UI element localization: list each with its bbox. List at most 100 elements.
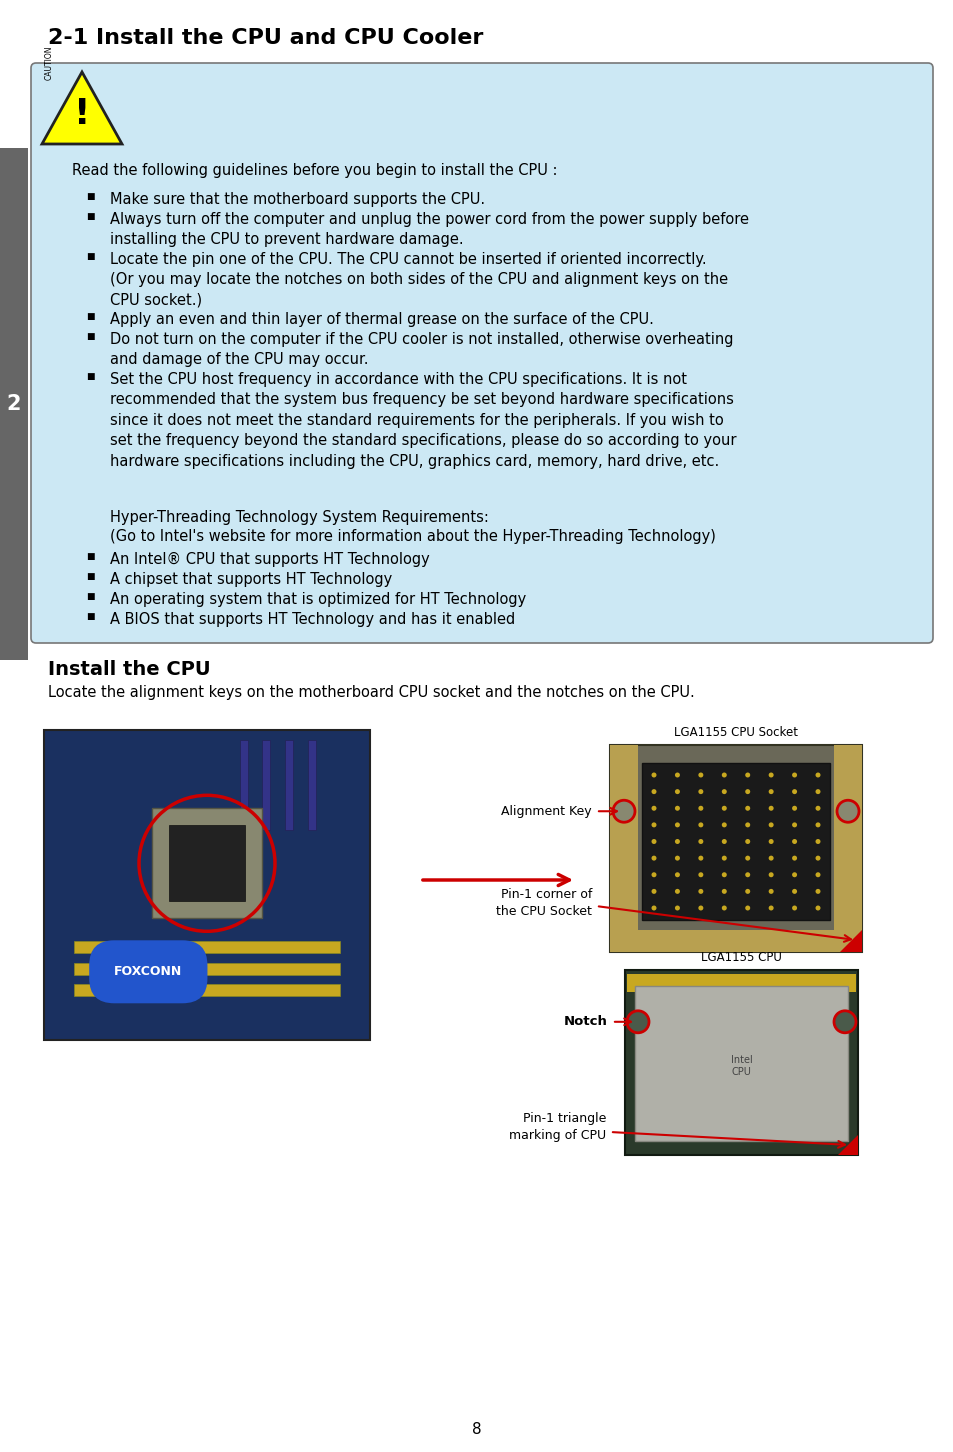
Circle shape (815, 839, 820, 844)
Circle shape (698, 772, 702, 777)
Circle shape (651, 822, 656, 828)
Circle shape (744, 839, 749, 844)
Text: Make sure that the motherboard supports the CPU.: Make sure that the motherboard supports … (110, 192, 485, 208)
Circle shape (698, 822, 702, 828)
Bar (169, 825, 245, 902)
Circle shape (698, 788, 702, 794)
Circle shape (791, 822, 797, 828)
Circle shape (674, 889, 679, 894)
Circle shape (744, 906, 749, 910)
Circle shape (651, 889, 656, 894)
Circle shape (768, 806, 773, 810)
Circle shape (768, 906, 773, 910)
Circle shape (674, 788, 679, 794)
Circle shape (768, 822, 773, 828)
Bar (609, 745, 638, 953)
Text: ■: ■ (86, 372, 94, 380)
Text: Intel
CPU: Intel CPU (730, 1056, 752, 1077)
Text: ■: ■ (86, 611, 94, 621)
Circle shape (791, 839, 797, 844)
Circle shape (744, 855, 749, 861)
Bar (44, 730, 370, 1040)
Bar (641, 762, 829, 921)
Text: Locate the pin one of the CPU. The CPU cannot be inserted if oriented incorrectl: Locate the pin one of the CPU. The CPU c… (110, 253, 727, 308)
Bar (262, 741, 270, 831)
Text: ■: ■ (86, 253, 94, 261)
Circle shape (698, 873, 702, 877)
Circle shape (768, 772, 773, 777)
Circle shape (768, 855, 773, 861)
Text: A BIOS that supports HT Technology and has it enabled: A BIOS that supports HT Technology and h… (110, 611, 515, 627)
Circle shape (791, 906, 797, 910)
Circle shape (744, 806, 749, 810)
Bar (74, 984, 339, 996)
Circle shape (674, 873, 679, 877)
Bar (635, 986, 847, 1141)
Circle shape (815, 822, 820, 828)
Circle shape (833, 1011, 855, 1032)
Text: ■: ■ (86, 333, 94, 341)
Circle shape (836, 800, 858, 822)
Bar (74, 963, 339, 974)
Circle shape (744, 788, 749, 794)
Text: 2-1 Install the CPU and CPU Cooler: 2-1 Install the CPU and CPU Cooler (48, 28, 483, 48)
Circle shape (815, 806, 820, 810)
Text: 8: 8 (472, 1423, 481, 1437)
Circle shape (651, 906, 656, 910)
Text: LGA1155 CPU Socket: LGA1155 CPU Socket (673, 726, 797, 739)
Bar (239, 741, 248, 831)
Bar (152, 809, 262, 918)
Text: Pin-1 corner of
the CPU Socket: Pin-1 corner of the CPU Socket (496, 889, 592, 918)
Text: A chipset that supports HT Technology: A chipset that supports HT Technology (110, 572, 392, 587)
Bar (609, 745, 862, 953)
Circle shape (744, 873, 749, 877)
Text: An Intel® CPU that supports HT Technology: An Intel® CPU that supports HT Technolog… (110, 552, 429, 568)
Circle shape (791, 873, 797, 877)
Text: ■: ■ (86, 312, 94, 321)
Circle shape (651, 788, 656, 794)
Circle shape (651, 772, 656, 777)
Circle shape (768, 889, 773, 894)
Circle shape (815, 772, 820, 777)
Circle shape (721, 772, 726, 777)
Circle shape (744, 772, 749, 777)
Circle shape (613, 800, 635, 822)
Text: !: ! (73, 97, 91, 131)
Bar (0, 148, 28, 661)
Circle shape (674, 855, 679, 861)
Text: Hyper-Threading Technology System Requirements:: Hyper-Threading Technology System Requir… (110, 510, 488, 526)
Circle shape (674, 822, 679, 828)
Text: Locate the alignment keys on the motherboard CPU socket and the notches on the C: Locate the alignment keys on the motherb… (48, 685, 694, 700)
Bar (609, 929, 862, 953)
Text: An operating system that is optimized for HT Technology: An operating system that is optimized fo… (110, 592, 526, 607)
Bar (626, 974, 855, 992)
Circle shape (791, 889, 797, 894)
Circle shape (791, 788, 797, 794)
Circle shape (721, 906, 726, 910)
Circle shape (744, 822, 749, 828)
Circle shape (651, 839, 656, 844)
Circle shape (815, 889, 820, 894)
Circle shape (651, 873, 656, 877)
Text: ■: ■ (86, 572, 94, 581)
Circle shape (698, 889, 702, 894)
Circle shape (721, 839, 726, 844)
Circle shape (721, 806, 726, 810)
Text: CAUTION: CAUTION (45, 45, 54, 80)
Circle shape (698, 906, 702, 910)
Circle shape (721, 873, 726, 877)
Text: FOXCONN: FOXCONN (114, 966, 182, 979)
Text: ■: ■ (86, 212, 94, 221)
Circle shape (698, 839, 702, 844)
Circle shape (768, 873, 773, 877)
Bar (624, 970, 857, 1154)
Circle shape (744, 889, 749, 894)
Circle shape (815, 788, 820, 794)
Circle shape (674, 906, 679, 910)
Text: Read the following guidelines before you begin to install the CPU :: Read the following guidelines before you… (71, 163, 557, 179)
Circle shape (651, 855, 656, 861)
Text: 2: 2 (7, 393, 21, 414)
Polygon shape (837, 1135, 857, 1154)
Text: (Go to Intel's website for more information about the Hyper-Threading Technology: (Go to Intel's website for more informat… (110, 529, 715, 544)
Text: Always turn off the computer and unplug the power cord from the power supply bef: Always turn off the computer and unplug … (110, 212, 748, 247)
